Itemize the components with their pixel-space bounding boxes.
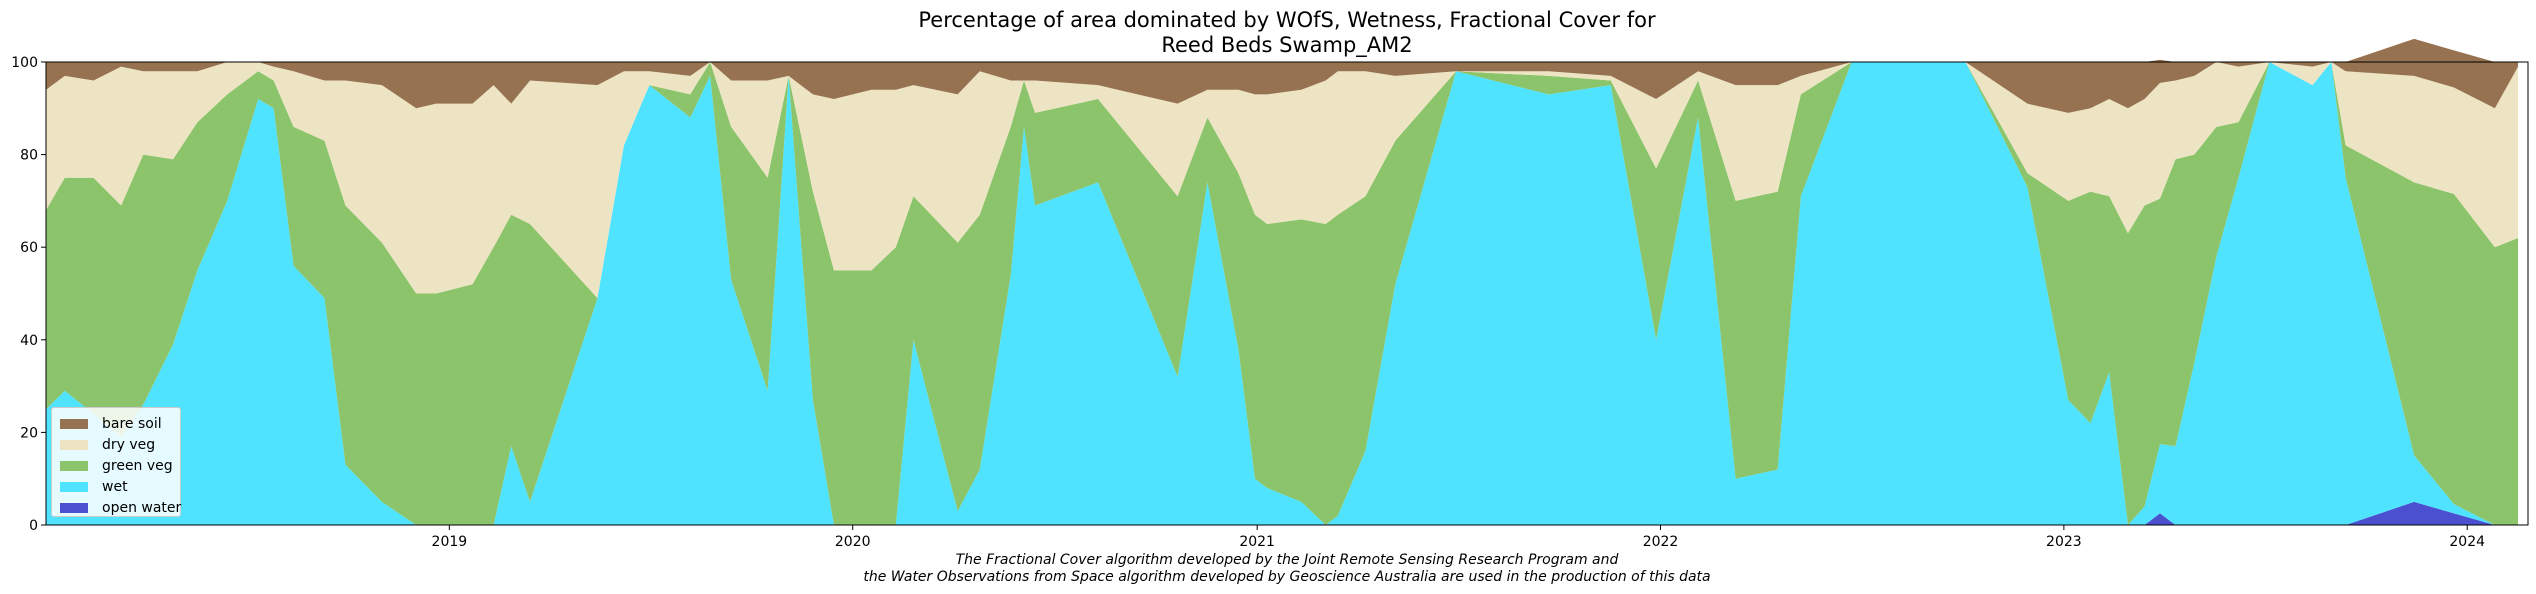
legend-label: green veg <box>102 458 173 474</box>
x-tick-label: 2020 <box>835 534 871 550</box>
x-tick-label: 2021 <box>1239 534 1275 550</box>
plot-frame <box>45 61 2529 526</box>
y-tick-label: 40 <box>20 333 38 349</box>
area-dry-veg <box>46 62 2519 299</box>
legend-item-bare-soil: bare soil <box>60 414 162 434</box>
x-tick-label: 2019 <box>432 534 468 550</box>
y-tick-label: 100 <box>11 55 38 71</box>
x-axis: 2019 2020 2021 2022 2023 2024 <box>432 525 2485 550</box>
legend-label: bare soil <box>102 416 162 432</box>
area-bare-soil <box>46 38 2519 113</box>
legend-swatch <box>60 482 88 492</box>
caption-line: the Water Observations from Space algori… <box>863 569 1710 585</box>
legend-label: wet <box>102 479 128 495</box>
y-tick-label: 0 <box>29 518 38 534</box>
y-tick-label: 60 <box>20 240 38 256</box>
legend: bare soil dry veg green veg wet open water <box>51 407 181 517</box>
legend-item-green-veg: green veg <box>60 456 173 476</box>
chart-title-line: Reed Beds Swamp_AM2 <box>1161 33 1412 58</box>
legend-swatch <box>60 503 88 513</box>
legend-item-wet: wet <box>60 477 128 497</box>
chart-title: Percentage of area dominated by WOfS, We… <box>918 8 1656 58</box>
chart-caption: The Fractional Cover algorithm developed… <box>863 552 1710 585</box>
legend-swatch <box>60 440 88 450</box>
legend-label: dry veg <box>102 437 156 453</box>
area-wet <box>46 62 2519 525</box>
area-green-veg <box>46 62 2519 525</box>
y-axis: 0 20 40 60 80 100 <box>11 55 46 534</box>
legend-item-dry-veg: dry veg <box>60 435 155 455</box>
legend-swatch <box>60 461 88 471</box>
y-tick-label: 20 <box>20 425 38 441</box>
x-tick-label: 2022 <box>1643 534 1679 550</box>
stacked-areas <box>46 38 2519 525</box>
caption-line: The Fractional Cover algorithm developed… <box>956 552 1619 568</box>
legend-label: open water <box>102 500 182 516</box>
x-tick-label: 2024 <box>2449 534 2485 550</box>
legend-item-open-water: open water <box>60 498 181 518</box>
chart-title-line: Percentage of area dominated by WOfS, We… <box>918 8 1656 32</box>
y-tick-label: 80 <box>20 148 38 164</box>
x-tick-label: 2023 <box>2046 534 2082 550</box>
legend-swatch <box>60 419 88 429</box>
